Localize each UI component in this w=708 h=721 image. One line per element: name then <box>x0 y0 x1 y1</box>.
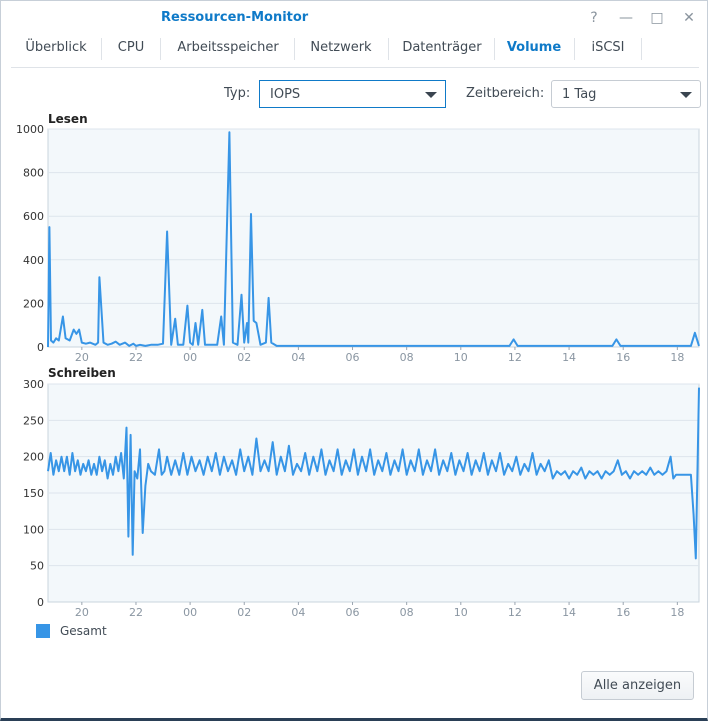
tab-overview[interactable]: Überblick <box>25 40 87 55</box>
y-tick-label: 300 <box>23 378 44 391</box>
x-tick-label: 04 <box>291 351 305 364</box>
minimize-icon[interactable]: — <box>619 10 633 26</box>
legend-swatch <box>36 624 50 638</box>
x-tick-label: 20 <box>75 351 89 364</box>
tab-volume[interactable]: Volume <box>506 40 562 55</box>
tab-divider <box>494 38 495 60</box>
y-tick-label: 100 <box>23 523 44 536</box>
x-tick-label: 20 <box>75 606 89 619</box>
tab-memory[interactable]: Arbeitsspeicher <box>177 40 279 55</box>
close-icon[interactable]: ✕ <box>683 10 695 26</box>
x-tick-label: 06 <box>346 351 360 364</box>
y-tick-label: 0 <box>37 341 44 354</box>
title-bar[interactable]: Ressourcen-Monitor ? — □ ✕ <box>1 1 707 35</box>
x-tick-label: 04 <box>291 606 305 619</box>
y-tick-label: 200 <box>23 297 44 310</box>
read-chart-title: Lesen <box>48 112 88 126</box>
x-tick-label: 22 <box>129 606 143 619</box>
read-iops-chart: 0 200 400 600 800 1000 20 22 00 02 04 06 08 10 12 14 16 1… <box>16 123 700 364</box>
show-all-button[interactable]: Alle anzeigen <box>581 671 694 700</box>
x-tick-label: 02 <box>237 606 251 619</box>
x-tick-label: 18 <box>670 351 684 364</box>
x-tick-label: 08 <box>400 351 414 364</box>
tab-bar: Überblick CPU Arbeitsspeicher Netzwerk D… <box>11 35 699 68</box>
write-iops-chart: 0 50 100 150 200 250 300 20 22 00 02 04 06 08 10 12 14 16… <box>23 378 700 619</box>
tab-divider <box>388 38 389 60</box>
range-select-value: 1 Tag <box>562 87 597 102</box>
plot-area <box>47 128 700 348</box>
y-tick-label: 600 <box>23 210 44 223</box>
y-tick-label: 150 <box>23 487 44 500</box>
x-tick-label: 08 <box>400 606 414 619</box>
tab-divider <box>294 38 295 60</box>
type-label: Typ: <box>224 86 251 101</box>
x-tick-label: 14 <box>562 606 576 619</box>
tab-network[interactable]: Netzwerk <box>310 40 372 55</box>
range-label: Zeitbereich: <box>466 86 545 101</box>
tab-iscsi[interactable]: iSCSI <box>591 40 625 55</box>
tab-divider <box>160 38 161 60</box>
x-tick-label: 12 <box>508 351 522 364</box>
chevron-down-icon <box>680 92 692 98</box>
x-tick-label: 06 <box>346 606 360 619</box>
x-tick-label: 18 <box>670 606 684 619</box>
y-tick-label: 200 <box>23 451 44 464</box>
tab-disks[interactable]: Datenträger <box>402 40 482 55</box>
y-tick-label: 250 <box>23 414 44 427</box>
x-tick-label: 10 <box>454 606 468 619</box>
help-icon[interactable]: ? <box>590 10 598 26</box>
tab-divider <box>641 38 642 60</box>
write-chart-title: Schreiben <box>48 366 116 380</box>
x-tick-label: 10 <box>454 351 468 364</box>
x-tick-label: 12 <box>508 606 522 619</box>
tab-divider <box>101 38 102 60</box>
y-tick-label: 50 <box>30 560 44 573</box>
y-tick-label: 0 <box>37 596 44 609</box>
y-tick-label: 400 <box>23 254 44 267</box>
type-select[interactable]: IOPS <box>259 80 446 108</box>
legend-label: Gesamt <box>60 624 107 638</box>
x-tick-label: 14 <box>562 351 576 364</box>
x-tick-label: 16 <box>616 606 630 619</box>
type-select-value: IOPS <box>270 87 301 102</box>
x-tick-label: 22 <box>129 351 143 364</box>
x-tick-label: 00 <box>183 351 197 364</box>
y-tick-label: 1000 <box>16 123 44 136</box>
x-tick-label: 16 <box>616 351 630 364</box>
chevron-down-icon <box>425 92 437 98</box>
tab-divider <box>574 38 575 60</box>
x-tick-label: 02 <box>237 351 251 364</box>
window-title: Ressourcen-Monitor <box>161 10 309 25</box>
y-tick-label: 800 <box>23 167 44 180</box>
series-line-gesamt <box>47 131 700 348</box>
series-line-gesamt <box>47 387 700 560</box>
range-select[interactable]: 1 Tag <box>551 80 701 108</box>
x-tick-label: 00 <box>183 606 197 619</box>
tab-cpu[interactable]: CPU <box>117 40 145 55</box>
maximize-icon[interactable]: □ <box>650 10 664 26</box>
